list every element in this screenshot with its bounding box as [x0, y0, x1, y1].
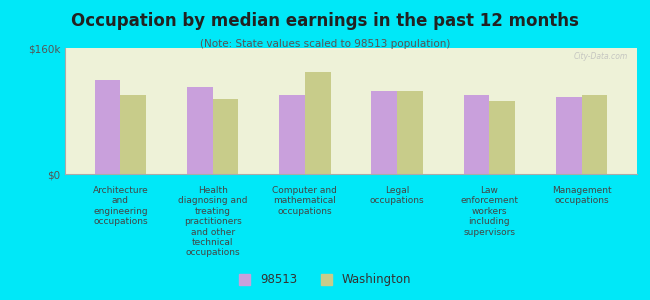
Bar	[371, 91, 397, 174]
Text: Computer and
mathematical
occupations: Computer and mathematical occupations	[272, 186, 337, 216]
Bar	[213, 99, 239, 174]
Bar	[120, 95, 146, 174]
Text: Legal
occupations: Legal occupations	[370, 186, 424, 206]
Bar	[187, 87, 213, 174]
Text: Architecture
and
engineering
occupations: Architecture and engineering occupations	[92, 186, 148, 226]
Bar	[94, 80, 120, 174]
Text: (Note: State values scaled to 98513 population): (Note: State values scaled to 98513 popu…	[200, 39, 450, 49]
Bar	[397, 91, 423, 174]
Bar	[463, 95, 489, 174]
Bar	[582, 95, 608, 174]
Bar	[279, 95, 305, 174]
Bar	[489, 101, 515, 174]
Text: Occupation by median earnings in the past 12 months: Occupation by median earnings in the pas…	[71, 12, 579, 30]
Text: Management
occupations: Management occupations	[552, 186, 612, 206]
Legend: 98513, Washington: 98513, Washington	[234, 269, 416, 291]
Bar	[556, 97, 582, 174]
Text: City-Data.com: City-Data.com	[574, 52, 629, 61]
Text: Law
enforcement
workers
including
supervisors: Law enforcement workers including superv…	[460, 186, 519, 237]
Text: Health
diagnosing and
treating
practitioners
and other
technical
occupations: Health diagnosing and treating practitio…	[178, 186, 248, 257]
Bar	[305, 72, 331, 174]
